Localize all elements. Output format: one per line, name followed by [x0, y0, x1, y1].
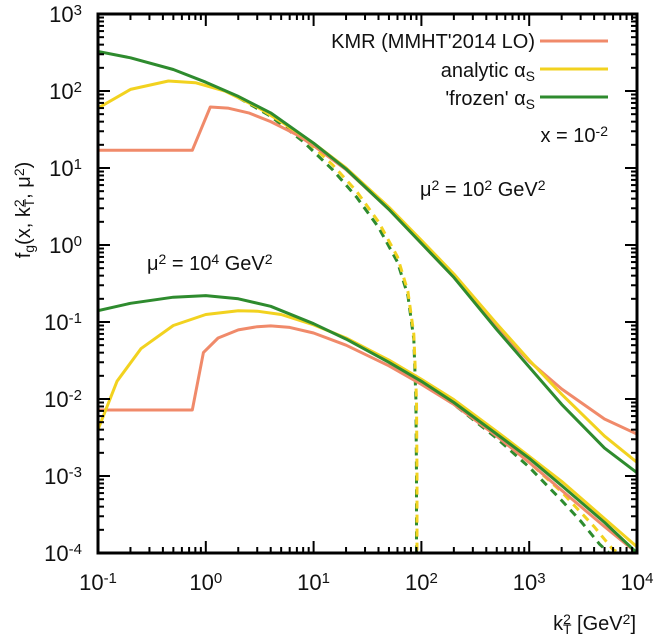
annotation-mu2-1e2: μ2 = 102 GeV2 — [420, 177, 546, 201]
ticks-layer — [97, 14, 637, 554]
y-tick-labels: 103 102 101 100 10-1 10-2 10-3 10-4 — [44, 2, 82, 566]
x-tick-label: 100 — [189, 570, 222, 595]
legend-entry-analytic: analytic αS — [441, 60, 608, 84]
y-tick-label: 10-1 — [44, 310, 82, 335]
legend-entry-frozen: 'frozen' αS — [445, 88, 608, 112]
legend-entry-kmr: KMR (MMHT'2014 LO) — [331, 31, 608, 53]
x-tick-label: 102 — [405, 570, 438, 595]
y-tick-label: 10-2 — [44, 387, 82, 412]
y-tick-label: 100 — [49, 233, 82, 258]
x-tick-label: 103 — [513, 570, 546, 595]
annotation-mu2-1e4: μ2 = 104 GeV2 — [147, 251, 273, 275]
series-mu2-1e4-solid-7 — [98, 294, 637, 553]
legend: KMR (MMHT'2014 LO) analytic αS 'frozen' … — [331, 31, 608, 112]
x-tick-labels: 10-1 100 101 102 103 104 — [79, 570, 653, 595]
legend-label-analytic: analytic αS — [441, 60, 535, 84]
series-mu2-1e4-solid-5 — [98, 324, 637, 553]
plot-frame — [96, 12, 639, 555]
series-mu2-1e2-dashed-4 — [237, 96, 418, 553]
series-mu2-1e4-dashed-9 — [420, 382, 611, 553]
legend-label-kmr: KMR (MMHT'2014 LO) — [331, 31, 535, 53]
y-tick-label: 10-4 — [44, 541, 82, 566]
y-tick-label: 101 — [49, 156, 82, 181]
y-tick-label: 102 — [49, 79, 82, 104]
y-tick-label: 10-3 — [44, 464, 82, 489]
series-mu2-1e2-solid-2 — [98, 50, 637, 475]
annotation-x-value: x = 10-2 — [541, 123, 609, 147]
x-tick-label: 10-1 — [79, 570, 117, 595]
y-tick-label: 103 — [49, 2, 82, 27]
series-mu2-1e4-dashed-8 — [420, 380, 621, 553]
series-mu2-1e4-solid-6 — [98, 309, 637, 549]
y-axis-label: fg(x, k2T, μ2) — [11, 162, 37, 259]
x-tick-label: 104 — [621, 570, 654, 595]
x-axis-label: k2 T [GeV2] — [553, 611, 636, 637]
x-tick-label: 101 — [297, 570, 330, 595]
series-layer — [98, 50, 637, 553]
legend-label-frozen: 'frozen' αS — [445, 88, 535, 112]
